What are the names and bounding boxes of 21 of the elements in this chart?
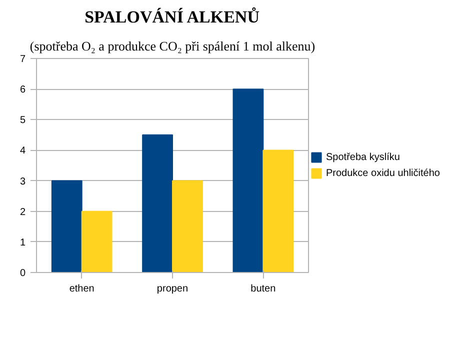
chart-title: SPALOVÁNÍ ALKENŮ	[84, 6, 260, 26]
x-tick-label: ethen	[69, 284, 94, 294]
bar	[142, 134, 173, 272]
legend-label: Produkce oxidu uhličitého	[326, 168, 440, 178]
bar	[51, 180, 82, 272]
y-tick-label: 2	[20, 206, 26, 218]
y-tick-label: 1	[20, 237, 26, 248]
bar	[232, 88, 264, 272]
y-tick-label: 3	[20, 176, 26, 188]
y-tick-label: 0	[20, 268, 26, 279]
chart-subtitle: (spotřeba O₂ a produkce CO₂ při spálení 1 mol alkenu)	[30, 38, 316, 54]
bar	[172, 180, 203, 272]
y-tick-label: 6	[20, 84, 26, 96]
bar	[262, 150, 294, 272]
x-tick-label: propen	[156, 284, 188, 294]
bar	[81, 210, 112, 272]
y-tick-label: 7	[20, 54, 26, 65]
x-tick-label: buten	[250, 284, 276, 294]
legend-label: Spotřeba kyslíku	[326, 152, 400, 162]
y-tick-label: 4	[20, 146, 26, 157]
y-tick-label: 5	[20, 115, 26, 126]
